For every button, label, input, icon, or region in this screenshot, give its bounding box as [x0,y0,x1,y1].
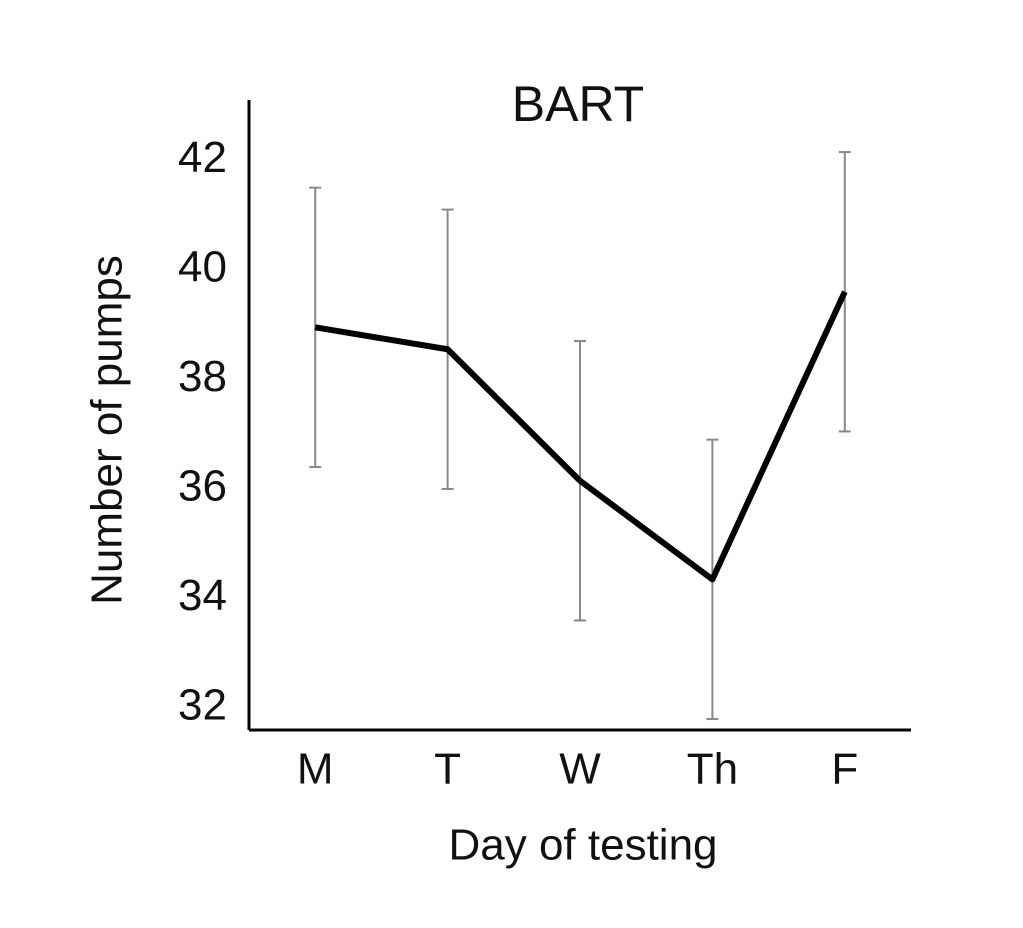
x-tick-label: F [831,745,858,794]
y-tick-label: 38 [178,352,227,401]
x-axis-title: Day of testing [448,821,717,870]
y-tick-label: 32 [178,681,227,730]
y-axis-title: Number of pumps [83,255,132,605]
x-tick-label: W [559,745,601,794]
x-tick-label: M [297,745,334,794]
x-tick-label: T [434,745,461,794]
y-tick-label: 42 [178,133,227,182]
line [314,290,848,583]
x-tick-label: Th [687,745,738,794]
y-tick-label: 36 [178,462,227,511]
chart-title: BART [512,76,644,132]
y-tick-label: 40 [178,242,227,291]
y-tick-label: 34 [178,571,227,620]
